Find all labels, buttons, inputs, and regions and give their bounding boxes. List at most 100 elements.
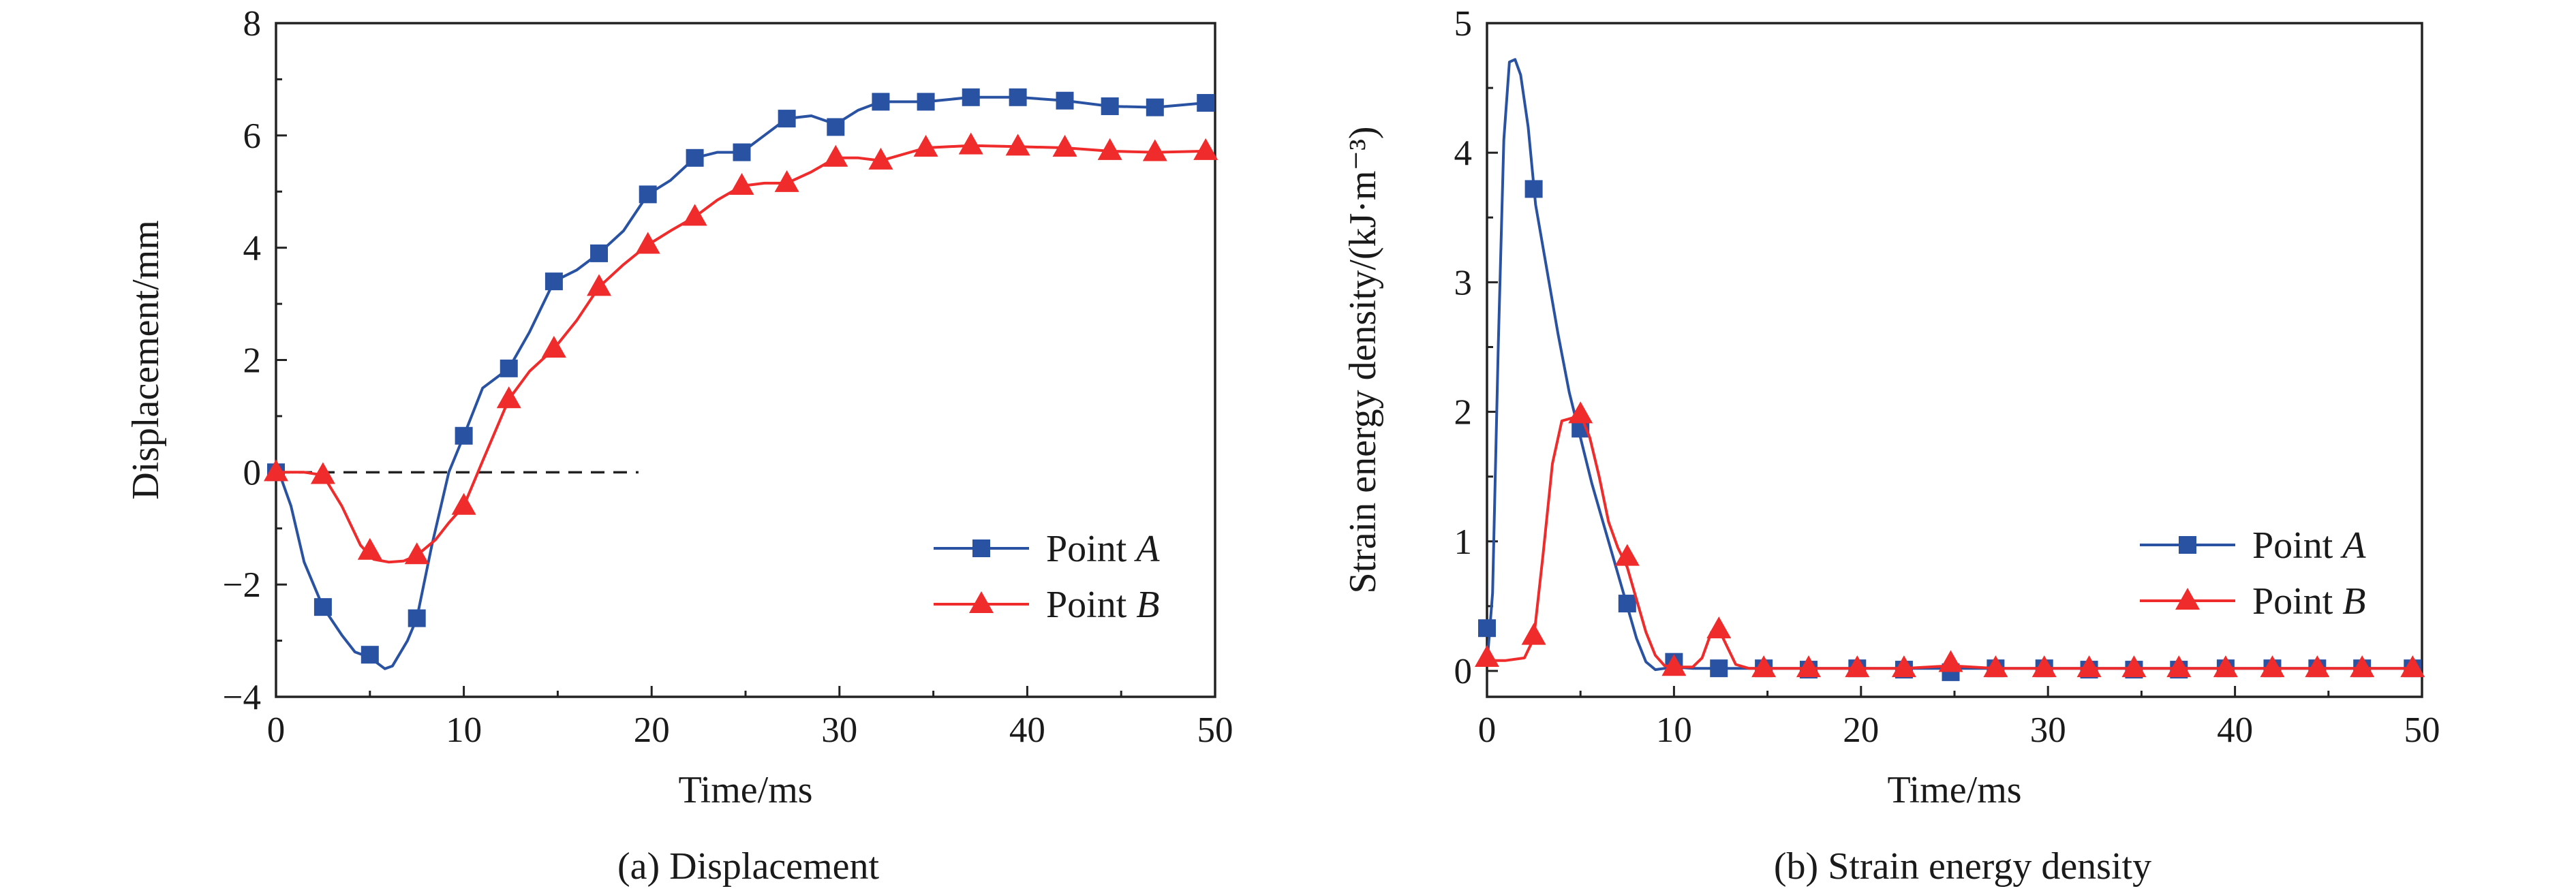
legend-entry-a: Point A [2140,524,2366,567]
data-point-marker [2031,655,2057,678]
data-point-marker [496,386,521,409]
y-tick-label: 6 [243,116,262,156]
data-point-marker [635,232,660,254]
legend-entry-b: Point B [934,584,1159,626]
legend-label-prefix: Point [2252,580,2342,623]
data-point-marker [590,244,609,262]
legend-label-point-letter: A [1133,528,1160,570]
data-point-marker [1478,619,1496,638]
data-point-marker [639,185,657,204]
y-tick-label: 3 [1454,263,1473,302]
data-point-marker [1146,98,1164,116]
legend-label: Point A [1046,528,1160,570]
data-point-marker [2400,655,2425,678]
y-tick-label: −4 [223,678,261,717]
caption-b: (b) Strain energy density [1774,845,2151,888]
data-point-marker [451,492,476,515]
x-tick-label: 40 [1009,710,1045,750]
y-tick-label: 1 [1454,522,1473,562]
data-point-marker [1521,623,1546,645]
data-point-marker [733,143,751,161]
data-point-marker [868,147,893,170]
data-point-marker [1618,595,1636,613]
y-tick-label: 2 [1454,393,1473,433]
data-point-marker [313,598,332,616]
y-tick-label: −2 [223,565,261,605]
data-point-marker [1983,655,2008,678]
x-tick-label: 40 [2217,710,2253,750]
data-point-marker [310,462,335,484]
x-tick-label: 0 [267,710,286,750]
y-tick-label: 8 [243,4,262,44]
strain-energy-chart: 0 10 20 30 40 50 0 1 2 3 4 5 Time/ms Strain energy de… [1342,4,2440,811]
x-tick-label: 50 [1197,710,1233,750]
data-point-marker [500,359,518,377]
data-point-marker [1142,139,1167,161]
data-point-marker [958,132,983,155]
data-point-marker [1056,91,1074,110]
data-point-marker [1005,134,1030,156]
legend-label: Point A [2252,524,2366,567]
legend-entry-b: Point B [2140,580,2365,623]
legend-label-point-letter: B [2342,580,2365,623]
data-point-marker [1524,180,1543,198]
data-point-marker [408,609,426,627]
data-point-marker [1009,88,1027,106]
legend-label-point-letter: B [1136,584,1159,626]
data-point-marker [361,646,379,664]
y-axis-label: Displacement/mm [125,220,167,500]
data-point-marker [872,93,890,111]
data-point-marker [1710,659,1728,678]
data-point-marker [455,426,473,445]
data-point-marker [1796,655,1821,678]
y-tick-label: 4 [243,229,262,268]
data-point-marker [404,542,429,565]
data-point-marker [2121,655,2147,678]
y-axis-label: Strain energy density/(kJ·m⁻³) [1342,126,1384,593]
data-point-marker [729,173,754,195]
data-point-marker [917,93,935,111]
y-tick-label: 2 [243,341,262,381]
data-point-marker [2213,655,2238,678]
data-point-marker [1706,616,1732,639]
legend-label-prefix: Point [1046,528,1136,570]
legend-entry-a: Point A [934,528,1160,570]
data-point-marker [2305,655,2330,678]
data-point-marker [913,134,938,157]
legend-label-prefix: Point [1046,584,1136,626]
y-tick-label: 0 [1454,652,1473,691]
legend-marker [2175,588,2200,610]
legend-label-point-letter: A [2340,524,2366,567]
x-axis-label: Time/ms [1887,769,2021,811]
data-point-marker [1197,94,1215,112]
x-tick-label: 10 [1656,710,1692,750]
data-point-marker [2260,655,2285,678]
y-tick-label: 4 [1454,134,1473,173]
data-point-marker [1891,655,1916,678]
x-tick-label: 20 [1843,710,1879,750]
caption-a: (a) Displacement [617,845,879,888]
series-point-b [264,132,1218,565]
legend-label-prefix: Point [2252,524,2342,567]
displacement-chart: 0 10 20 30 40 50 −4 −2 0 2 4 6 8 Time/ms Displacement/… [125,4,1233,811]
data-point-marker [962,88,980,106]
data-point-marker [1751,655,1777,678]
data-point-marker [1475,644,1499,667]
x-tick-label: 20 [634,710,670,750]
data-point-marker [1614,544,1640,566]
x-tick-label: 30 [2030,710,2066,750]
data-point-marker [1845,655,1870,678]
data-point-marker [1568,401,1593,424]
legend-marker [2179,536,2196,554]
data-point-marker [682,204,707,226]
data-point-marker [1661,654,1687,676]
series-line [1486,413,2414,670]
legend-marker [969,591,994,613]
data-point-marker [1097,138,1122,160]
data-point-marker [686,148,704,167]
x-axis-label: Time/ms [678,769,812,811]
y-tick-label: 5 [1454,4,1473,44]
data-point-marker [823,144,848,167]
data-point-marker [264,459,288,482]
x-tick-label: 10 [446,710,482,750]
